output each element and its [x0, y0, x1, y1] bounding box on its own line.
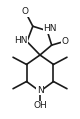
Text: HN: HN [14, 36, 28, 45]
Text: OH: OH [33, 102, 47, 111]
Text: O: O [62, 37, 69, 46]
Text: N: N [37, 86, 43, 95]
Text: O: O [22, 7, 29, 16]
Text: HN: HN [43, 24, 57, 33]
